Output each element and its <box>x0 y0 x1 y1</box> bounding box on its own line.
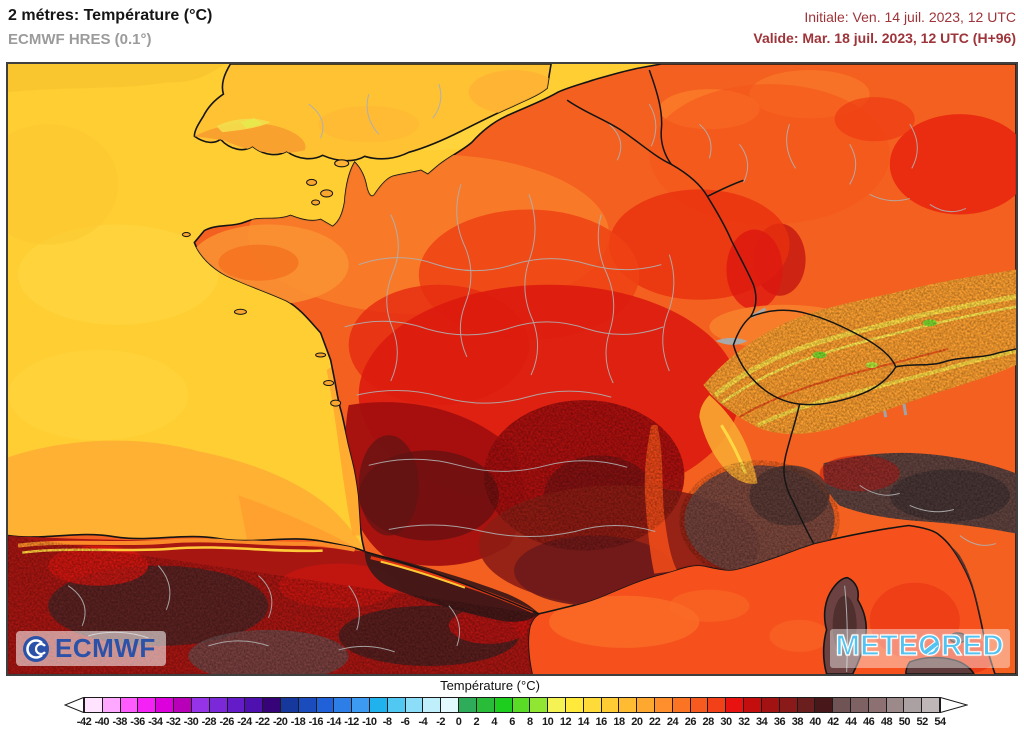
init-datetime: Initiale: Ven. 14 juil. 2023, 12 UTC <box>804 9 1016 25</box>
legend-ticks: -42 -40 -38 -36 -34 -32 -30 -28 -26 -24 -22 -20 -18-… <box>76 716 946 728</box>
legend-arrow-right-icon <box>940 697 968 713</box>
meteored-logo: METEORED <box>829 629 1010 668</box>
meteored-logo-text: METE <box>835 629 919 662</box>
ecmwf-logo: ECMWF <box>16 631 166 666</box>
corsica <box>822 576 867 674</box>
model-label: ECMWF HRES (0.1°) <box>8 31 152 48</box>
admin-borders <box>67 103 997 653</box>
meteored-logo-text-2: RED <box>941 629 1004 662</box>
ecmwf-logo-text: ECMWF <box>55 633 156 663</box>
legend-arrow-left-icon <box>64 697 84 713</box>
sea-mediterranean <box>528 525 995 674</box>
continent <box>8 64 1016 674</box>
valid-datetime: Valide: Mar. 18 juil. 2023, 12 UTC (H+96… <box>753 30 1016 46</box>
islands <box>181 178 342 407</box>
ecmwf-logo-icon <box>23 635 49 662</box>
map-title: 2 métres: Température (°C) <box>8 7 213 24</box>
meteored-logo-o-icon: O <box>918 629 942 662</box>
legend-title: Température (°C) <box>440 678 540 693</box>
legend-segments <box>84 697 940 713</box>
header: 2 métres: Température (°C) ECMWF HRES (0… <box>0 0 1024 62</box>
color-scale <box>64 697 968 713</box>
map-canvas <box>8 64 1016 674</box>
temperature-map: ECMWF METEORED <box>6 62 1018 676</box>
country-borders <box>364 69 1016 615</box>
